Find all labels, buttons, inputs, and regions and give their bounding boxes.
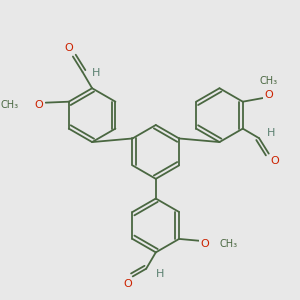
Text: O: O xyxy=(65,43,74,53)
Text: H: H xyxy=(155,269,164,280)
Text: O: O xyxy=(270,156,279,166)
Text: O: O xyxy=(201,239,209,249)
Text: O: O xyxy=(124,279,132,289)
Text: H: H xyxy=(266,128,275,138)
Text: CH₃: CH₃ xyxy=(260,76,278,85)
Text: CH₃: CH₃ xyxy=(1,100,19,110)
Text: CH₃: CH₃ xyxy=(220,239,238,249)
Text: H: H xyxy=(92,68,100,78)
Text: O: O xyxy=(264,90,273,100)
Text: O: O xyxy=(34,100,43,110)
